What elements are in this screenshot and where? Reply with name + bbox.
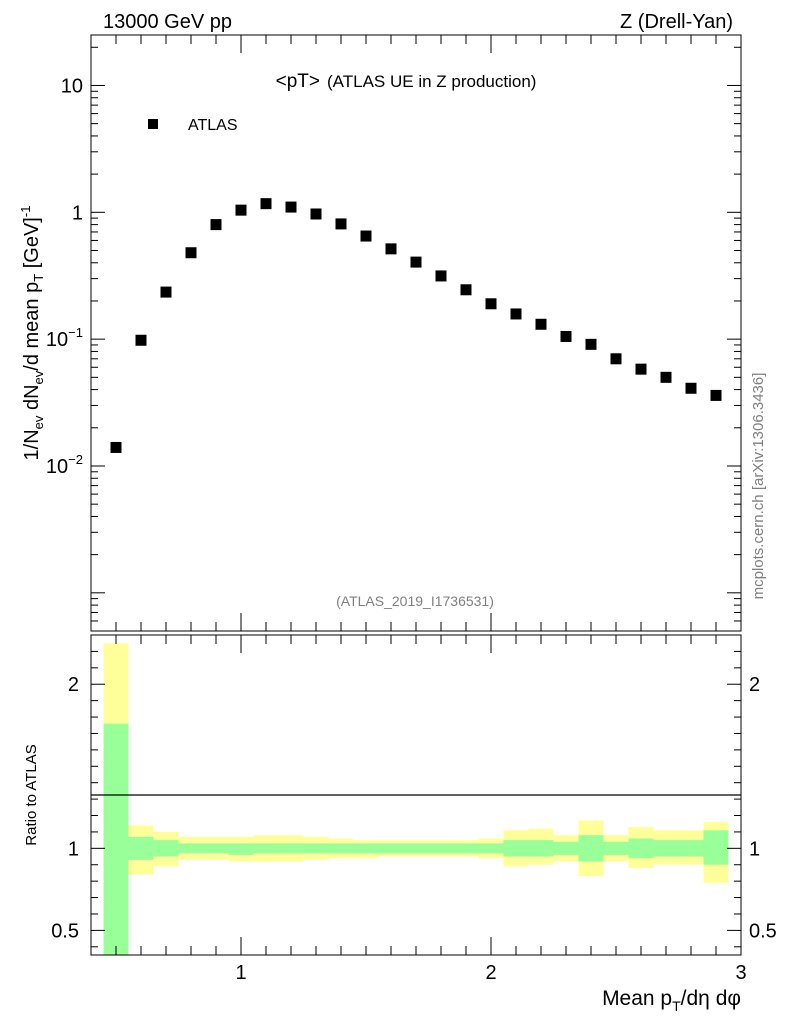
- stat-uncertainty-band: [228, 843, 254, 855]
- data-point: [510, 308, 522, 320]
- data-point: [160, 286, 172, 298]
- ratio-y-tick-label-right: 1: [749, 838, 760, 860]
- y-axis-label-main: 1/Nev dNev/d mean pT [GeV]-1: [18, 206, 46, 461]
- data-point: [685, 382, 697, 394]
- ratio-y-tick-label-left: 0.5: [51, 920, 79, 942]
- legend-label: ATLAS: [188, 117, 238, 134]
- x-tick-label: 3: [735, 962, 746, 984]
- ratio-y-tick-label-left: 2: [68, 674, 79, 696]
- stat-uncertainty-band: [128, 836, 154, 860]
- data-point: [110, 441, 122, 453]
- x-axis-label: Mean pT/dη dφ: [602, 987, 741, 1014]
- chart-title-main: <pT>: [276, 71, 320, 92]
- stat-uncertainty-band: [278, 843, 304, 854]
- ratio-panel: 0.5 0.5 1 1 2 2 1 2 3 Ratio to ATLAS: [23, 634, 777, 984]
- data-point: [185, 247, 197, 259]
- stat-uncertainty-band: [303, 843, 329, 854]
- stat-uncertainty-band: [528, 840, 554, 857]
- stat-uncertainty-band: [453, 843, 479, 854]
- data-point: [285, 201, 297, 213]
- ratio-ticks: [90, 635, 742, 955]
- stat-uncertainty-band: [603, 841, 629, 855]
- main-panel: 10−2 10−1 1 10 <pT> (ATLAS UE in Z producti…: [18, 34, 742, 632]
- data-point: [635, 363, 647, 375]
- data-point: [585, 338, 597, 350]
- stat-uncertainty-band: [253, 843, 279, 854]
- stat-uncertainty-band: [403, 843, 429, 854]
- data-point: [210, 219, 222, 231]
- ratio-y-tick-label-right: 2: [749, 674, 760, 696]
- stat-uncertainty-band: [178, 843, 204, 854]
- stat-uncertainty-band: [703, 830, 729, 865]
- stat-uncertainty-band: [678, 840, 704, 857]
- data-point: [360, 230, 372, 242]
- stat-uncertainty-band: [378, 843, 404, 854]
- stat-uncertainty-band: [503, 840, 529, 857]
- ratio-bands: [103, 643, 729, 955]
- data-point: [485, 298, 497, 310]
- data-point: [560, 330, 572, 342]
- data-point: [660, 371, 672, 383]
- x-tick-label: 2: [485, 962, 496, 984]
- stat-uncertainty-band: [578, 835, 604, 862]
- stat-uncertainty-band: [153, 840, 179, 857]
- legend-marker: [148, 119, 158, 129]
- main-points: [110, 198, 722, 453]
- data-point: [710, 389, 722, 401]
- stat-uncertainty-band: [628, 838, 654, 859]
- y-tick-label-main: 10: [61, 75, 83, 97]
- stat-uncertainty-band: [353, 843, 379, 854]
- stat-uncertainty-band: [553, 841, 579, 855]
- ratio-tick-labels: 0.5 0.5 1 1 2 2 1 2 3: [51, 674, 777, 984]
- header-right: Z (Drell-Yan): [620, 11, 733, 33]
- stat-uncertainty-band: [203, 843, 229, 854]
- data-point: [610, 353, 622, 365]
- chart-title-sub: (ATLAS UE in Z production): [327, 72, 536, 91]
- data-point: [435, 270, 447, 282]
- analysis-id: (ATLAS_2019_I1736531): [336, 593, 494, 609]
- stat-uncertainty-band: [478, 843, 504, 854]
- x-tick-label: 1: [235, 962, 246, 984]
- ratio-y-tick-label-left: 1: [68, 838, 79, 860]
- header-left: 13000 GeV pp: [103, 11, 232, 33]
- data-point: [410, 256, 422, 268]
- y-tick-label-main: 10−2: [46, 452, 83, 478]
- stat-uncertainty-band: [328, 843, 354, 854]
- ratio-y-tick-label-right: 0.5: [749, 920, 777, 942]
- data-point: [310, 208, 322, 220]
- data-point: [235, 204, 247, 216]
- stat-uncertainty-band: [653, 840, 679, 857]
- main-ticks: [90, 35, 742, 632]
- data-point: [460, 284, 472, 296]
- data-point: [335, 218, 347, 230]
- y-axis-label-ratio: Ratio to ATLAS: [23, 744, 40, 845]
- stat-uncertainty-band: [103, 723, 129, 955]
- side-watermark: mcplots.cern.ch [arXiv:1306.3436]: [750, 373, 767, 600]
- data-point: [535, 318, 547, 330]
- main-tick-labels: 10−2 10−1 1 10: [46, 75, 83, 478]
- y-tick-label-main: 1: [72, 202, 83, 224]
- stat-uncertainty-band: [428, 843, 454, 854]
- y-tick-label-main: 10−1: [46, 325, 83, 351]
- data-point: [260, 198, 272, 210]
- data-point: [135, 334, 147, 346]
- data-point: [385, 243, 397, 255]
